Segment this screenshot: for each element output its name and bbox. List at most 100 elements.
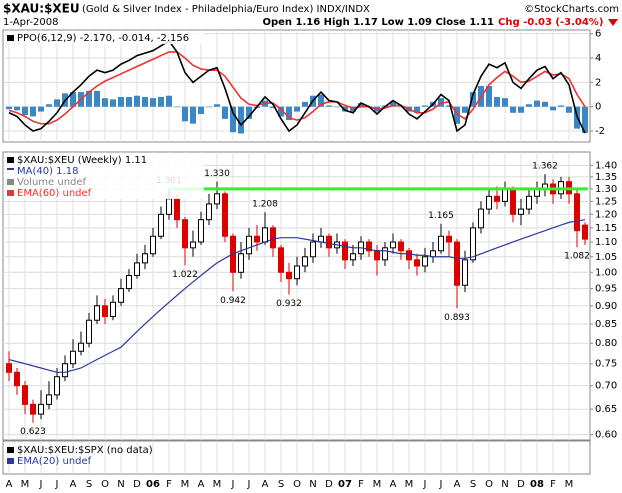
candle-body — [294, 265, 300, 280]
histogram-bar — [294, 106, 300, 112]
y-tick-label: 1.35 — [595, 172, 617, 183]
histogram-bar — [462, 106, 468, 113]
x-tick-label: A — [198, 479, 205, 490]
candle-body — [86, 319, 92, 344]
y-tick-label: 0.70 — [595, 381, 617, 392]
x-tick-label: D — [133, 479, 141, 490]
x-tick-label: J — [231, 479, 235, 490]
x-tick-label: O — [293, 479, 301, 490]
candle-body — [174, 198, 180, 221]
candle-body — [142, 253, 148, 264]
candle-body — [422, 256, 428, 267]
histogram-bar — [182, 106, 188, 122]
line-series — [8, 219, 586, 373]
histogram-bar — [542, 101, 548, 107]
y-tick-label: 4 — [595, 53, 601, 64]
candle-body — [438, 235, 444, 252]
histogram-bar — [246, 106, 252, 119]
candle-body — [150, 235, 156, 255]
candle-body — [126, 274, 132, 290]
description: (Gold & Silver Index - Philadelphia/Euro… — [82, 4, 370, 15]
y-tick-label: 6 — [595, 29, 601, 40]
candle-body — [574, 193, 580, 232]
histogram-bar — [174, 106, 180, 108]
x-tick-label: S — [278, 479, 284, 490]
candle-body — [190, 241, 196, 249]
histogram-bar — [102, 98, 108, 107]
candle-body — [302, 256, 308, 267]
histogram-bar — [494, 96, 500, 107]
candle-body — [270, 227, 276, 249]
candle-body — [246, 235, 252, 255]
histogram-bar — [582, 106, 588, 133]
legend-swatch — [7, 179, 14, 185]
legend-swatch — [7, 35, 14, 41]
source: ©StockCharts.com — [524, 4, 619, 15]
histogram-bar — [150, 98, 156, 107]
y-tick-label: 0.65 — [595, 404, 617, 415]
annotation-label: 1.362 — [532, 162, 558, 172]
y-tick-label: -2 — [595, 126, 605, 137]
candle-body — [494, 195, 500, 202]
histogram-bar — [454, 106, 460, 124]
candle-body — [526, 195, 532, 210]
x-tick-label: J — [247, 479, 251, 490]
x-tick-label: N — [309, 479, 316, 490]
annotation-label: 1.330 — [204, 169, 230, 179]
x-tick-label: S — [470, 479, 476, 490]
candle-body — [518, 208, 524, 215]
histogram-bar — [54, 99, 60, 107]
candle-body — [342, 241, 348, 261]
y-tick-label: 0.60 — [595, 430, 617, 441]
candle-body — [406, 250, 412, 261]
histogram-bar — [70, 92, 76, 107]
histogram-bar — [342, 106, 348, 112]
candle-body — [78, 342, 84, 352]
candle-body — [38, 403, 44, 415]
histogram-bar — [86, 90, 92, 107]
histogram-bar — [422, 105, 428, 107]
legend-text: $XAU:$XEU:$SPX (no data) — [17, 445, 153, 456]
candle-body — [94, 305, 100, 321]
histogram-bar — [326, 105, 332, 107]
y-tick-label: 1.30 — [595, 184, 617, 195]
histogram-bar — [190, 106, 196, 124]
histogram-bar — [14, 106, 20, 111]
y-tick-label: 0.90 — [595, 301, 617, 312]
ohlc: Open 1.16 High 1.17 Low 1.09 Close 1.11 — [262, 17, 494, 28]
candle-body — [462, 259, 468, 286]
histogram-bar — [566, 106, 572, 113]
histogram-bar — [446, 105, 452, 107]
histogram-bar — [302, 101, 308, 107]
candle-body — [166, 198, 172, 215]
change-arrow — [608, 19, 618, 26]
candle-body — [582, 224, 588, 240]
annotation-label: 0.893 — [444, 313, 470, 323]
legend-swatch — [7, 168, 14, 170]
candle-body — [70, 350, 76, 365]
histogram-bar — [518, 106, 524, 113]
histogram-bar — [158, 96, 164, 107]
candle-body — [118, 288, 124, 303]
candle-body — [414, 259, 420, 267]
histogram-bar — [214, 104, 220, 107]
y-tick-label: 0.75 — [595, 359, 617, 370]
x-tick-label: S — [86, 479, 92, 490]
x-tick-label: A — [454, 479, 461, 490]
histogram-bar — [118, 96, 124, 107]
histogram-bar — [142, 96, 148, 107]
histogram-bar — [46, 104, 52, 107]
candle-body — [46, 394, 52, 405]
x-tick-label: 07 — [338, 479, 352, 490]
candle-body — [286, 271, 292, 280]
legend-swatch — [7, 190, 14, 196]
x-tick-label: A — [6, 479, 13, 490]
candle-body — [310, 241, 316, 258]
histogram-bar — [558, 105, 564, 107]
histogram-bar — [534, 100, 540, 107]
histogram-bar — [230, 106, 236, 133]
candle-body — [62, 363, 68, 378]
candle-body — [398, 241, 404, 252]
histogram-bar — [470, 92, 476, 107]
candle-body — [198, 219, 204, 243]
